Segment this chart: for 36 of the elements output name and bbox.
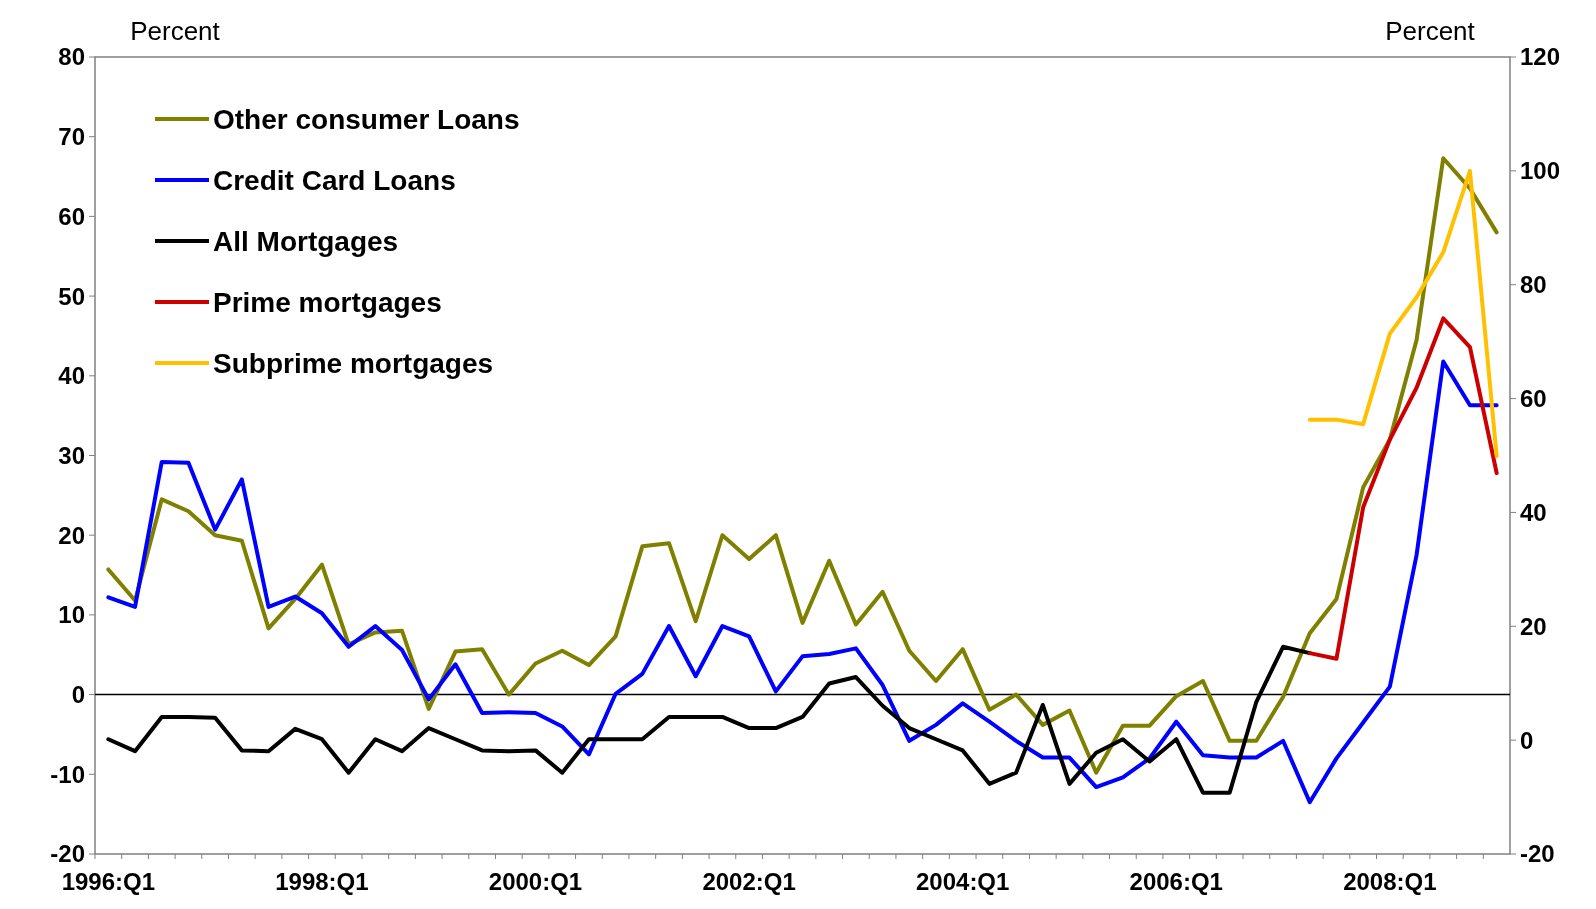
y2-tick-label: 80 [1520, 271, 1547, 299]
x-tick-label: 2002:Q1 [702, 868, 796, 895]
y-tick-label: 70 [58, 123, 85, 151]
y-tick-label: 60 [58, 202, 85, 230]
x-tick-label: 2004:Q1 [915, 868, 1010, 895]
y-tick-label: 20 [58, 521, 85, 549]
y-tick-label: -20 [50, 840, 85, 868]
y-axis-title: Percent [130, 16, 221, 46]
x-tick-label: 2008:Q1 [1343, 868, 1437, 895]
x-tick-label: 2006:Q1 [1129, 868, 1223, 895]
y-tick-label: 50 [58, 282, 85, 310]
x-tick-label: 2000:Q1 [488, 868, 583, 895]
y2-tick-label: 40 [1520, 498, 1547, 526]
y2-tick-label: 20 [1520, 612, 1547, 640]
y2-tick-label: -20 [1520, 840, 1555, 868]
x-tick-label: 1998:Q1 [275, 868, 369, 895]
y-tick-label: 30 [58, 441, 85, 469]
line-series [1307, 168, 1499, 459]
y-tick-label: 40 [58, 362, 85, 390]
x-tick-label: 1996:Q1 [61, 868, 156, 895]
legend-label: Other consumer Loans [213, 103, 520, 135]
y2-tick-label: 100 [1520, 157, 1561, 185]
y2-tick-label: 0 [1520, 726, 1534, 754]
y-tick-label: 80 [58, 43, 85, 71]
y-tick-label: 0 [71, 681, 85, 708]
y2-tick-label: 60 [1520, 384, 1547, 412]
y-tick-label: 10 [58, 601, 85, 629]
line-series [1307, 316, 1499, 661]
line-series [106, 156, 1499, 775]
y2-tick-label: 120 [1520, 43, 1561, 71]
y-tick-label: -10 [50, 760, 85, 788]
legend-label: Subprime mortgages [213, 347, 494, 379]
legend-label: Credit Card Loans [213, 164, 456, 196]
legend-label: Prime mortgages [213, 286, 442, 318]
y2-axis-title: Percent [1385, 16, 1476, 46]
legend-label: All Mortgages [213, 225, 399, 257]
